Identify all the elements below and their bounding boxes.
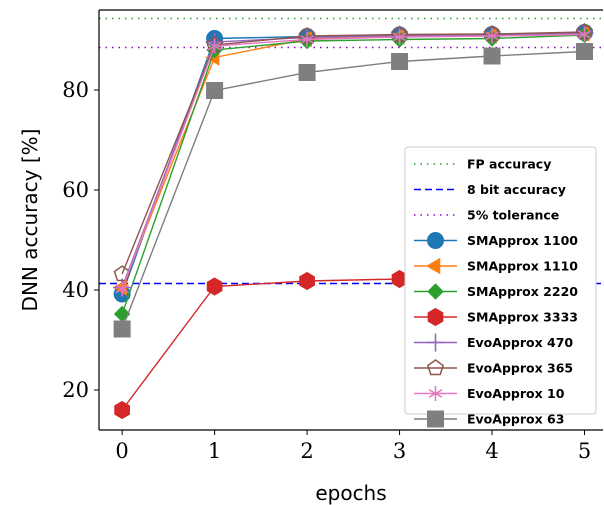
y-tick-label-1: 40 [62, 278, 89, 302]
legend-item-8: EvoApprox 365 [414, 359, 573, 376]
legend-label-6: SMApprox 3333 [467, 310, 578, 325]
x-tick-label-2: 2 [300, 439, 313, 463]
series-line-5 [121, 31, 585, 275]
data-point-6-0 [115, 281, 129, 297]
x-tick-label-0: 0 [115, 439, 128, 463]
legend-label-3: SMApprox 1100 [467, 233, 578, 248]
data-point-7-1 [206, 82, 224, 99]
legend: FP accuracy 8 bit accuracy 5% tolerance SMA… [404, 146, 597, 428]
series-6 [115, 27, 592, 297]
legend-item-1: 8 bit accuracy [414, 182, 566, 197]
x-tick-label-3: 3 [393, 439, 406, 463]
series-line-2 [121, 34, 585, 315]
series-3 [114, 269, 408, 420]
legend-marker-8 [427, 359, 444, 376]
legend-label-0: FP accuracy [467, 157, 551, 172]
legend-label-4: SMApprox 1110 [467, 259, 578, 274]
x-tick-label-4: 4 [485, 439, 498, 463]
data-point-6-2 [300, 32, 314, 47]
legend-label-10: EvoApprox 63 [467, 412, 564, 427]
legend-marker-9 [428, 386, 443, 401]
legend-marker-5 [427, 283, 444, 300]
data-point-3-0 [114, 400, 130, 420]
data-point-7-4 [483, 47, 501, 65]
legend-item-5: SMApprox 2220 [414, 283, 578, 300]
data-point-7-3 [391, 53, 409, 70]
y-axis-label: DNN accuracy [%] [18, 129, 42, 312]
legend-label-1: 8 bit accuracy [467, 182, 566, 197]
y-tick-label-0: 20 [62, 378, 89, 402]
legend-marker-10 [427, 410, 444, 428]
legend-label-8: EvoApprox 365 [467, 361, 573, 376]
legend-item-4: SMApprox 1110 [414, 257, 578, 275]
series-line-6 [121, 33, 585, 290]
legend-label-7: EvoApprox 470 [467, 335, 573, 350]
series-7 [113, 43, 594, 338]
legend-label-5: SMApprox 2220 [467, 284, 578, 299]
x-tick-label-5: 5 [578, 439, 591, 463]
series-layer [112, 23, 594, 420]
series-line-3 [121, 278, 400, 411]
data-point-3-1 [206, 277, 223, 296]
data-point-7-0 [113, 320, 131, 338]
data-point-6-5 [577, 27, 592, 42]
legend-item-7: EvoApprox 470 [414, 333, 573, 352]
legend-item-9: EvoApprox 10 [414, 386, 565, 401]
data-point-6-1 [207, 38, 222, 54]
x-axis-label: epochs [315, 481, 386, 505]
legend-item-2: 5% tolerance [414, 208, 559, 223]
data-point-7-2 [298, 64, 316, 81]
legend-marker-7 [426, 333, 445, 352]
legend-label-2: 5% tolerance [467, 208, 559, 223]
data-point-6-4 [485, 28, 499, 44]
series-line-7 [121, 50, 585, 330]
legend-label-9: EvoApprox 10 [467, 386, 565, 401]
data-point-3-2 [299, 271, 315, 291]
legend-item-3: SMApprox 1100 [414, 232, 578, 249]
data-point-6-3 [392, 29, 407, 45]
x-tick-label-1: 1 [208, 439, 221, 463]
y-tick-label-3: 80 [62, 78, 89, 102]
axes: 0 1 2 3 4 5 20 40 60 80 [62, 9, 603, 463]
legend-marker-3 [427, 232, 444, 249]
legend-box [404, 146, 597, 415]
data-point-7-5 [576, 43, 594, 60]
legend-marker-4 [425, 257, 441, 275]
legend-item-6: SMApprox 3333 [414, 307, 578, 327]
legend-item-0: FP accuracy [414, 157, 551, 172]
legend-item-10: EvoApprox 63 [414, 410, 564, 428]
y-tick-label-2: 60 [62, 178, 89, 202]
legend-marker-6 [427, 307, 444, 327]
